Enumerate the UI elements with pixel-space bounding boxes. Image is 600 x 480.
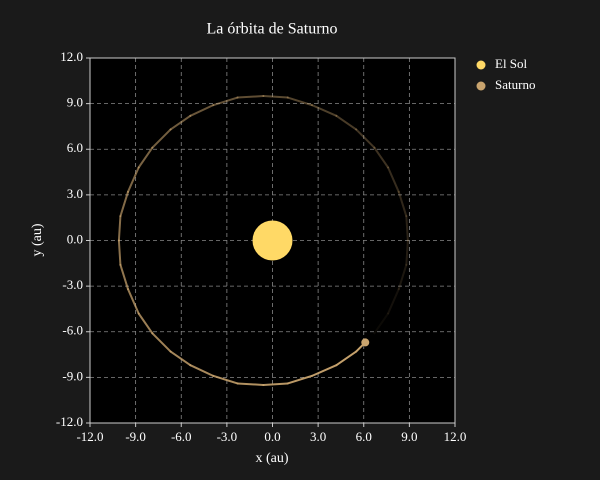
orbit-trail bbox=[286, 96, 314, 107]
orbit-trail bbox=[127, 166, 140, 193]
orbit-trail bbox=[262, 95, 289, 99]
x-tick-label: -9.0 bbox=[125, 429, 146, 444]
y-tick-label: 9.0 bbox=[67, 95, 83, 110]
orbit-trail bbox=[189, 364, 215, 377]
x-tick-label: 9.0 bbox=[401, 429, 417, 444]
orbit-trail bbox=[355, 128, 376, 149]
orbit-trail bbox=[151, 332, 172, 353]
orbit-trail bbox=[405, 239, 409, 266]
y-tick-label: 6.0 bbox=[67, 140, 83, 155]
orbit-trail bbox=[311, 104, 338, 117]
x-tick-label: -3.0 bbox=[217, 429, 238, 444]
orbit-trail bbox=[236, 95, 265, 99]
x-tick-label: -12.0 bbox=[76, 429, 103, 444]
chart-title: La órbita de Saturno bbox=[206, 21, 337, 38]
orbit-trail bbox=[286, 374, 314, 385]
y-tick-label: 12.0 bbox=[60, 49, 83, 64]
y-tick-label: -6.0 bbox=[62, 323, 83, 338]
orbit-trail bbox=[169, 350, 192, 367]
orbit-trail bbox=[387, 288, 400, 315]
x-tick-label: -6.0 bbox=[171, 429, 192, 444]
plot-frame bbox=[89, 57, 456, 424]
legend-marker bbox=[476, 81, 486, 91]
orbit-trail bbox=[387, 166, 400, 193]
orbit-trail bbox=[189, 104, 215, 117]
orbit-trail bbox=[117, 239, 122, 266]
y-tick-label: -9.0 bbox=[62, 368, 83, 383]
orbit-trail bbox=[137, 146, 154, 169]
y-tick-label: -12.0 bbox=[56, 414, 83, 429]
orbit-trail bbox=[335, 350, 358, 367]
legend-label: El Sol bbox=[495, 56, 528, 71]
orbit-trail bbox=[405, 215, 409, 242]
orbit-trail bbox=[236, 382, 265, 386]
orbit-trail bbox=[397, 263, 408, 291]
orbit-trail bbox=[151, 128, 172, 149]
orbit-trail bbox=[169, 114, 192, 131]
x-tick-label: 3.0 bbox=[310, 429, 326, 444]
y-tick-label: 3.0 bbox=[67, 186, 83, 201]
orbit-trail bbox=[127, 288, 140, 315]
orbit-trail bbox=[212, 96, 239, 107]
orbit-trail bbox=[119, 190, 130, 218]
point bbox=[252, 220, 293, 261]
legend-label: Saturno bbox=[495, 77, 535, 92]
x-tick-label: 12.0 bbox=[444, 429, 467, 444]
point bbox=[361, 338, 370, 347]
orbit-trail bbox=[311, 364, 338, 377]
orbit-trail bbox=[373, 146, 390, 169]
orbit-trail bbox=[119, 263, 130, 291]
x-tick-label: 0.0 bbox=[264, 429, 280, 444]
orbit-trail bbox=[397, 190, 408, 218]
orbit-trail bbox=[212, 374, 239, 385]
y-axis-label: y (au) bbox=[30, 223, 45, 256]
x-axis-label: x (au) bbox=[255, 451, 288, 466]
orbit-trail bbox=[262, 382, 289, 386]
legend-marker bbox=[476, 60, 486, 70]
y-tick-label: 0.0 bbox=[67, 231, 83, 246]
x-tick-label: 6.0 bbox=[356, 429, 372, 444]
y-tick-label: -3.0 bbox=[62, 277, 83, 292]
orbit-trail bbox=[335, 114, 358, 131]
orbit-trail bbox=[373, 312, 390, 335]
orbit-trail bbox=[137, 312, 154, 335]
orbit-trail bbox=[117, 215, 122, 242]
